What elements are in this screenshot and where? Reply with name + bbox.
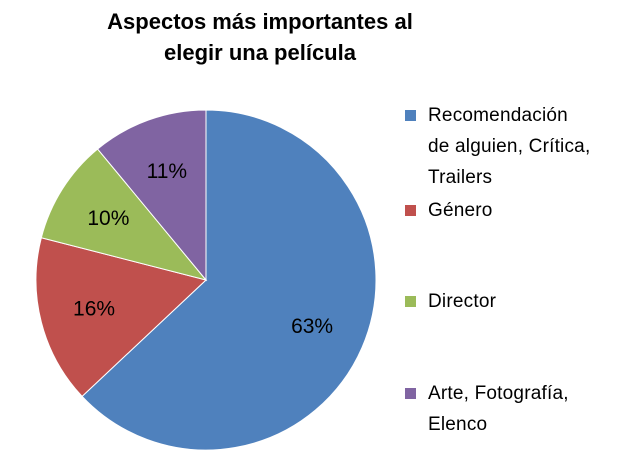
legend-label-recomendacion-line-3: Trailers <box>428 162 635 193</box>
data-label-genero: 16% <box>73 298 115 321</box>
legend-swatch-recomendacion <box>405 110 416 121</box>
data-label-arte: 11% <box>147 160 187 183</box>
legend-item-arte: Arte, Fotografía, Elenco <box>405 378 635 440</box>
legend-label-recomendacion-line-2: de alguien, Crítica, <box>428 131 635 162</box>
data-label-recomendacion: 63% <box>291 315 333 338</box>
legend-label-director: Director <box>428 286 635 317</box>
legend-item-genero: Género <box>405 195 635 226</box>
legend-label-arte-line-2: Elenco <box>428 409 635 440</box>
legend-swatch-genero <box>405 205 416 216</box>
data-label-director: 10% <box>87 207 129 230</box>
legend-item-recomendacion: Recomendación de alguien, Crítica, Trail… <box>405 100 635 193</box>
legend-swatch-director <box>405 296 416 307</box>
legend-item-director: Director <box>405 286 635 317</box>
legend-label-recomendacion-line-1: Recomendación <box>428 100 635 131</box>
legend-swatch-arte <box>405 388 416 399</box>
legend-label-arte-line-1: Arte, Fotografía, <box>428 378 635 409</box>
legend-label-genero: Género <box>428 195 635 226</box>
